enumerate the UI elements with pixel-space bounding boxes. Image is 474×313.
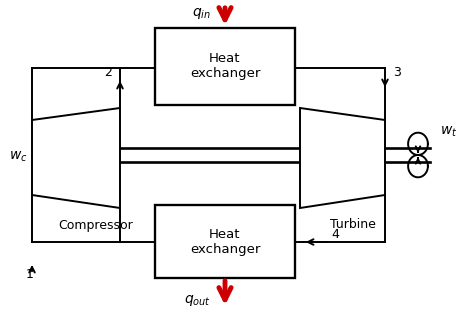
Text: Turbine: Turbine <box>329 218 375 232</box>
Text: 3: 3 <box>393 66 401 80</box>
Text: $q_{in}$: $q_{in}$ <box>192 6 211 21</box>
Polygon shape <box>300 108 385 208</box>
Text: $w_t$: $w_t$ <box>440 124 457 139</box>
Text: 2: 2 <box>104 66 112 80</box>
Text: $q_{out}$: $q_{out}$ <box>184 293 211 308</box>
Text: $w_c$: $w_c$ <box>9 150 27 164</box>
Text: 1: 1 <box>26 268 34 280</box>
Bar <box>155 205 295 278</box>
Text: Compressor: Compressor <box>59 218 133 232</box>
Text: Heat
exchanger: Heat exchanger <box>190 53 260 80</box>
Polygon shape <box>32 108 120 208</box>
Text: 4: 4 <box>331 228 339 240</box>
Text: Heat
exchanger: Heat exchanger <box>190 228 260 255</box>
Bar <box>155 28 295 105</box>
